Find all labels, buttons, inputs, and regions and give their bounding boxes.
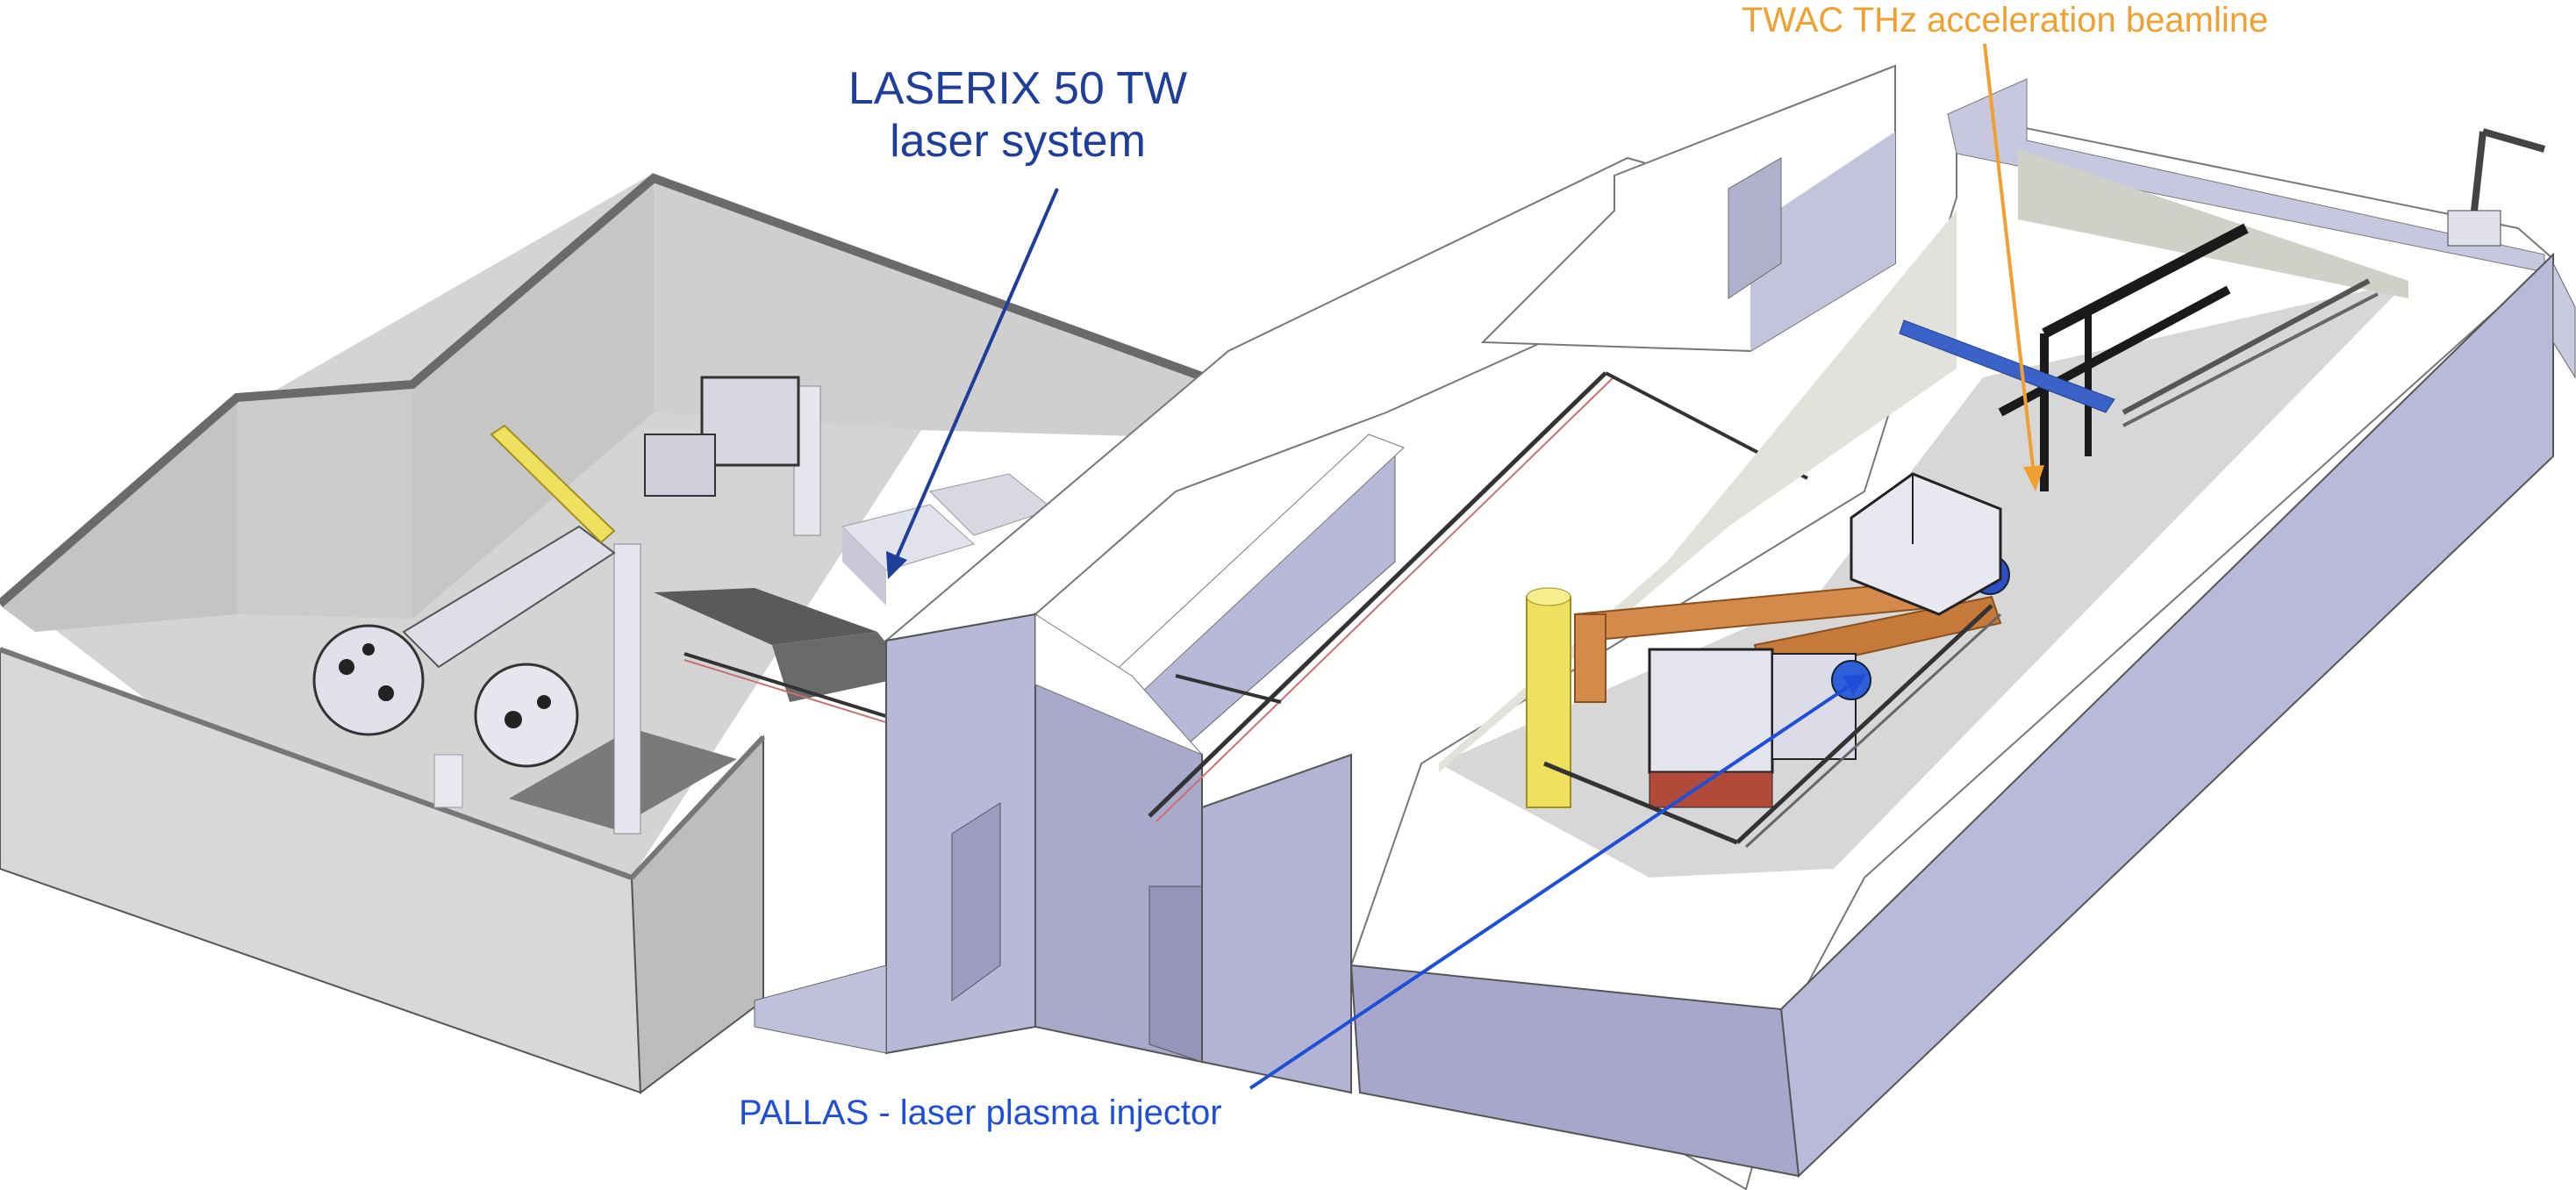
chamber-box	[700, 376, 800, 467]
laserix-back-wall-mid	[237, 386, 412, 619]
twac-beam-pipe	[2122, 292, 2379, 427]
yellow-column	[1526, 596, 1571, 808]
middle-front-ledge	[754, 964, 887, 1054]
twac-frame	[1998, 285, 2231, 417]
vacuum-port	[378, 685, 394, 701]
orange-crane-leg	[1574, 613, 1606, 703]
twac-label: TWAC THz acceleration beamline	[1742, 1, 2269, 39]
bunker-interior-wall-right	[2018, 149, 2408, 298]
optical-bench	[402, 525, 616, 669]
doorway	[1728, 157, 1782, 299]
pallas-arrowhead	[1843, 674, 1867, 695]
bunker-front-face-left	[1349, 964, 1800, 1178]
bunker-back-wall	[1947, 78, 2545, 273]
laser-table-side	[842, 527, 886, 606]
pallas-label: PALLAS - laser plasma injector	[739, 1093, 1222, 1132]
laserix-front-wall-top	[0, 647, 766, 881]
robot-arm	[2471, 131, 2487, 211]
vacuum-port	[339, 659, 354, 675]
doorway	[1148, 885, 1203, 1063]
pallas-beam-pipe	[1744, 613, 2002, 849]
laserix-arrowhead	[886, 551, 907, 579]
bunker-corner-block	[2552, 262, 2576, 379]
vacuum-chamber	[312, 624, 425, 736]
laserix-label-line2: laser system	[890, 115, 1146, 167]
transport-beam-pipe	[1175, 674, 1282, 704]
chamber-box	[644, 434, 716, 497]
laserix-label: LASERIX 50 TW laser system	[772, 63, 1263, 168]
floor-block	[654, 588, 877, 645]
vacuum-port	[537, 695, 551, 709]
twac-arrow	[1983, 43, 2036, 475]
laserix-back-wall-left	[0, 399, 237, 632]
pillar	[433, 754, 463, 808]
robot-arm-base	[2447, 210, 2501, 247]
yellow-column-top	[1526, 587, 1571, 606]
laserix-wall-top-edge	[0, 173, 1226, 607]
laserix-arrow	[893, 188, 1059, 563]
pallas-beam-pipe	[1735, 604, 1993, 844]
pallas-chamber	[1648, 648, 1774, 774]
middle-building	[754, 64, 1896, 1064]
laserix-back-wall-far	[654, 180, 1224, 439]
callout-arrows	[886, 43, 2044, 1090]
floor-block	[772, 632, 912, 702]
laserix-back-wall-right	[412, 180, 654, 619]
vacuum-port	[362, 643, 375, 656]
laserix-label-line1: LASERIX 50 TW	[848, 63, 1188, 114]
pallas-arrow	[1249, 683, 1853, 1090]
transport-beam-pipe	[1148, 371, 1607, 818]
transport-beam-pipe	[1156, 377, 1614, 822]
blue-beam-channel	[1899, 319, 2115, 413]
vacuum-chamber	[474, 663, 579, 768]
twac-beam-pipe	[2122, 278, 2371, 415]
vacuum-port	[504, 711, 522, 728]
middle-front-block-top	[1034, 613, 1203, 756]
bunker-left-block	[1201, 753, 1352, 1094]
laserix-room	[0, 173, 1226, 1094]
pallas-beam-pipe	[1543, 761, 1738, 845]
middle-wall-side	[1750, 66, 1895, 351]
robot-arm	[2481, 128, 2546, 153]
yellow-crane-arm	[490, 424, 616, 544]
doorway	[951, 802, 1001, 1001]
twac-arrowhead	[2023, 465, 2044, 491]
pillar	[613, 543, 641, 835]
twac-frame	[2042, 223, 2249, 339]
